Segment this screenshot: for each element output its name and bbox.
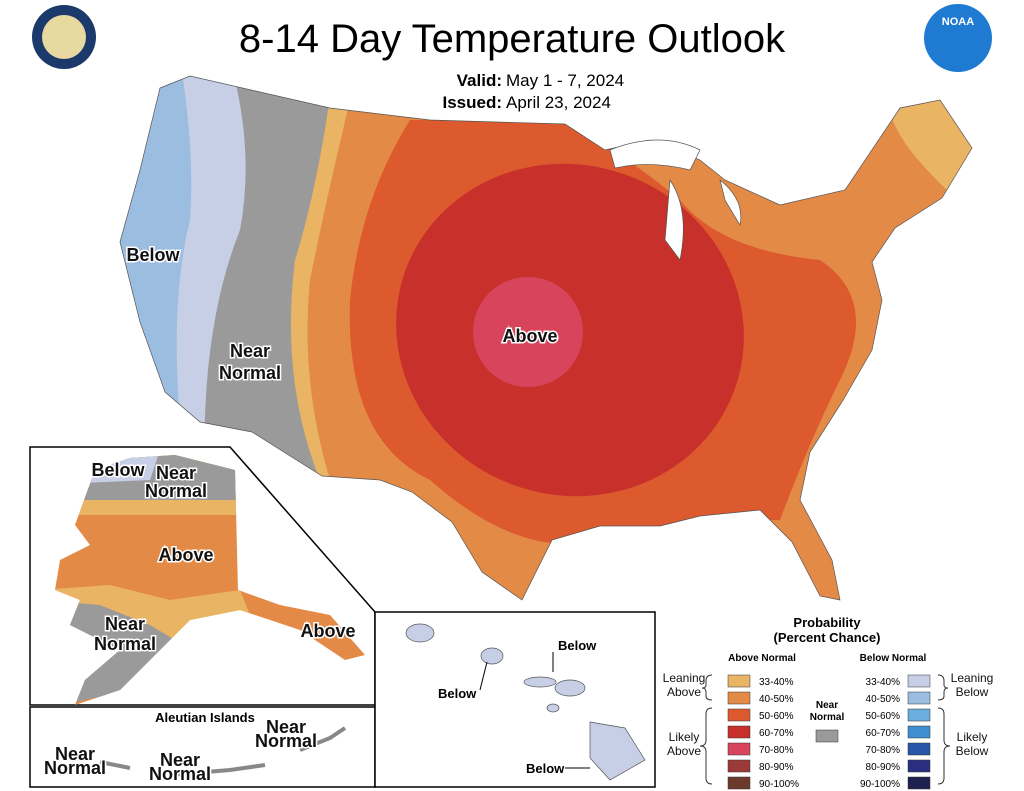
legend-range: 60-70%	[759, 728, 794, 739]
map-label: Above	[158, 545, 213, 565]
issued-label: Issued:	[442, 93, 502, 112]
great-lakes	[609, 139, 742, 261]
legend-swatch	[907, 776, 931, 790]
legend-swatch	[815, 729, 839, 743]
legend-range: 40-50%	[759, 694, 794, 705]
valid-dates: May 1 - 7, 2024	[506, 71, 624, 90]
legend-range: 80-90%	[866, 762, 901, 773]
legend-range: 33-40%	[759, 677, 794, 688]
issued-date: April 23, 2024	[506, 93, 611, 112]
legend-range: 90-100%	[759, 779, 799, 790]
legend-range: 90-100%	[860, 779, 900, 790]
islands	[99, 726, 347, 777]
legend-near: Near Normal	[810, 700, 845, 723]
map-label: Near Normal	[145, 463, 207, 501]
map-label: Below	[438, 686, 477, 701]
map-label: Near Normal	[44, 744, 106, 778]
legend-swatch	[907, 708, 931, 722]
legend-swatch	[907, 759, 931, 773]
noaa-logo	[924, 4, 992, 72]
legend-swatch	[727, 776, 751, 790]
legend-range: 50-60%	[866, 711, 901, 722]
map-label: Below	[91, 460, 145, 480]
legend-range: 70-80%	[866, 745, 901, 756]
legend-group: Likely Below	[956, 730, 989, 758]
map-label: Below	[126, 245, 180, 265]
region-fill	[120, 76, 192, 480]
legend-swatch	[907, 725, 931, 739]
legend-swatch	[907, 691, 931, 705]
legend-title: Probability (Percent Chance)	[774, 615, 881, 645]
legend-swatch	[727, 674, 751, 688]
commerce-seal	[42, 15, 86, 59]
us-outline	[119, 75, 973, 601]
legend-brace	[699, 674, 951, 785]
map-label: Below	[558, 638, 597, 653]
map-label: Near Normal	[149, 750, 211, 784]
map-label: Near Normal	[219, 341, 281, 383]
region-fill	[473, 277, 583, 387]
map-label: Near Normal	[255, 717, 317, 751]
legend-swatch	[907, 742, 931, 756]
pointer	[479, 652, 590, 769]
legend-swatch	[727, 759, 751, 773]
noaa-text: NOAA	[942, 16, 974, 28]
legend-heading: Above Normal	[728, 653, 796, 664]
legend-swatch	[727, 725, 751, 739]
legend-swatch	[727, 691, 751, 705]
legend-range: 33-40%	[866, 677, 901, 688]
legend-swatch	[727, 742, 751, 756]
map-label: Near Normal	[94, 614, 156, 654]
legend-range: 70-80%	[759, 745, 794, 756]
legend-heading: Below Normal	[860, 653, 927, 664]
title: 8-14 Day Temperature Outlook	[239, 17, 786, 61]
hawaii	[405, 623, 646, 781]
legend-swatch	[907, 674, 931, 688]
legend-range: 60-70%	[866, 728, 901, 739]
aleutian-title: Aleutian Islands	[155, 710, 255, 725]
legend: Probability (Percent Chance) Above Normal…	[663, 615, 994, 790]
map-label: Below	[526, 761, 565, 776]
valid-label: Valid:	[457, 71, 502, 90]
legend-group: Leaning Above	[663, 671, 706, 699]
legend-range: 40-50%	[866, 694, 901, 705]
legend-range: 50-60%	[759, 711, 794, 722]
map-label: Above	[300, 621, 355, 641]
legend-swatch	[727, 708, 751, 722]
map-label: Above	[502, 326, 557, 346]
legend-group: Leaning Below	[951, 671, 994, 699]
legend-group: Likely Above	[667, 730, 701, 758]
legend-range: 80-90%	[759, 762, 794, 773]
